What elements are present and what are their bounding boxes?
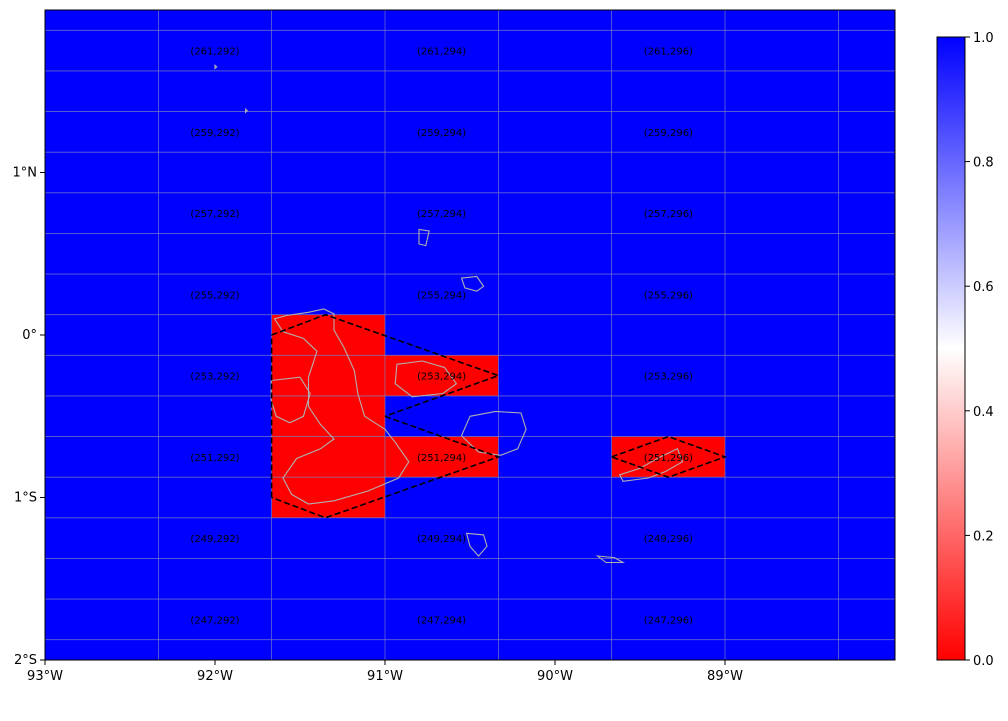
masked-cell [385, 355, 499, 396]
masked-cell [271, 314, 385, 518]
cell-label: (261,296) [644, 47, 693, 58]
cell-labels: (261,292) (261,294) (261,296) (259,292) (259… [190, 47, 693, 627]
island-wolf [245, 107, 249, 114]
colorbar-scale [936, 36, 966, 661]
coastlines [214, 64, 684, 564]
cell-label: (261,292) [190, 47, 239, 58]
masked-cells [271, 314, 725, 518]
cell-label: (257,292) [190, 209, 239, 220]
cell-label: (253,292) [190, 372, 239, 383]
y-tick-label: 2°S [14, 653, 37, 668]
colorbar-ticks: 0.0 0.2 0.4 0.6 0.8 1.0 [965, 31, 994, 669]
cell-label: (255,294) [417, 290, 466, 301]
cell-label: (259,296) [644, 128, 693, 139]
cell-label: (257,296) [644, 209, 693, 220]
x-tick-label: 92°W [197, 669, 233, 684]
colorbar-tick-label: 1.0 [973, 31, 994, 46]
colorbar-tick-label: 0.2 [973, 529, 994, 544]
cell-outlines [270, 313, 728, 519]
map-area: (261,292) (261,294) (261,296) (259,292) (259… [44, 9, 896, 661]
island-darwin [214, 64, 218, 70]
cell-label: (253,296) [644, 372, 693, 383]
cell-outline [611, 435, 728, 479]
cell-label: (255,296) [644, 290, 693, 301]
island-isabela [273, 308, 410, 505]
colorbar-tick-label: 0.0 [973, 654, 994, 669]
cell-label: (259,292) [190, 128, 239, 139]
cell-label: (247,296) [644, 615, 693, 626]
y-tick-label: 0° [22, 328, 37, 343]
cell-label: (257,294) [417, 209, 466, 220]
cell-outline [271, 313, 501, 418]
island-san-cristobal [618, 448, 684, 482]
island-marchena [460, 275, 485, 292]
island-pinta [418, 228, 430, 247]
island-santa-cruz [460, 410, 527, 456]
cell-label: (247,292) [190, 615, 239, 626]
y-tick-label: 1°N [13, 166, 38, 181]
map-background [45, 10, 895, 660]
cell-label: (249,292) [190, 534, 239, 545]
colorbar-tick-label: 0.4 [973, 405, 994, 420]
y-axis: 1°N 0° 1°S 2°S [13, 166, 45, 668]
colorbar-tick-label: 0.6 [973, 280, 994, 295]
cell-label: (255,292) [190, 290, 239, 301]
island-espanola [595, 555, 626, 564]
x-axis: 93°W 92°W 91°W 90°W 89°W [27, 660, 743, 684]
island-santiago [394, 360, 458, 398]
x-tick-label: 93°W [27, 669, 63, 684]
cell-label: (253,294) [417, 372, 466, 383]
cell-label: (251,296) [644, 453, 693, 464]
x-tick-label: 91°W [367, 669, 403, 684]
y-tick-label: 1°S [14, 491, 37, 506]
cell-label: (249,294) [417, 534, 466, 545]
x-tick-label: 89°W [707, 669, 743, 684]
island-floreana [465, 532, 488, 557]
cell-outline [271, 415, 501, 519]
colorbar-tick-label: 0.8 [973, 156, 994, 171]
cell-label: (261,294) [417, 47, 466, 58]
cell-label: (259,294) [417, 128, 466, 139]
cell-label: (247,294) [417, 615, 466, 626]
colorbar: 0.0 0.2 0.4 0.6 0.8 1.0 [936, 31, 994, 669]
cell-label: (249,296) [644, 534, 693, 545]
x-tick-label: 90°W [537, 669, 573, 684]
cell-label: (251,292) [190, 453, 239, 464]
cell-label: (251,294) [417, 453, 466, 464]
